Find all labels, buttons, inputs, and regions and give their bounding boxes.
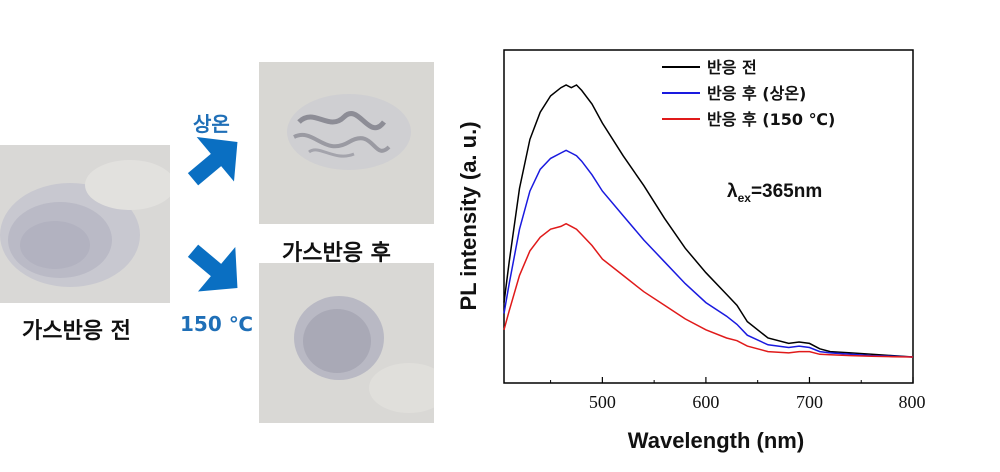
label-after-reaction: 가스반응 후 — [282, 241, 391, 266]
chart-legend: 반응 전반응 후 (상온) 반응 후 (150 ℃) — [662, 58, 835, 129]
photo-after-room-temp — [259, 62, 434, 224]
plot-frame — [503, 49, 914, 384]
photo-before-reaction — [0, 145, 170, 303]
legend-label-3: 반응 후 (150 ℃) — [707, 110, 835, 129]
excitation-annotation: λex=365nm — [727, 181, 822, 205]
series-line-1 — [503, 84, 914, 358]
legend-label-1: 반응 전 — [707, 58, 757, 77]
photo-after-150c — [259, 263, 434, 423]
x-tick-label: 700 — [796, 392, 823, 412]
x-tick-label: 800 — [899, 392, 926, 412]
legend-label-2: 반응 후 (상온) — [707, 84, 806, 103]
x-axis-label: Wavelength (nm) — [628, 428, 804, 453]
label-before-reaction: 가스반응 전 — [22, 319, 131, 344]
y-axis-label: PL intensity (a. u.) — [456, 121, 481, 310]
arrow-down-right-icon — [186, 240, 246, 304]
label-room-temperature: 상온 — [193, 112, 230, 136]
x-tick-label: 500 — [589, 392, 616, 412]
label-150c: 150 ℃ — [180, 312, 253, 336]
x-tick-label: 600 — [692, 392, 719, 412]
arrow-up-right-icon — [186, 130, 246, 194]
series-line-2 — [503, 149, 914, 358]
series-line-3 — [503, 222, 914, 358]
